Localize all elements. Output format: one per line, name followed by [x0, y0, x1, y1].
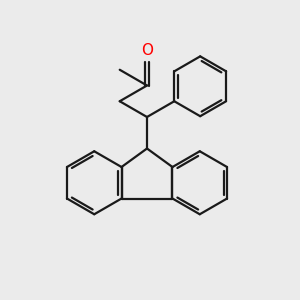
- Text: O: O: [141, 43, 153, 58]
